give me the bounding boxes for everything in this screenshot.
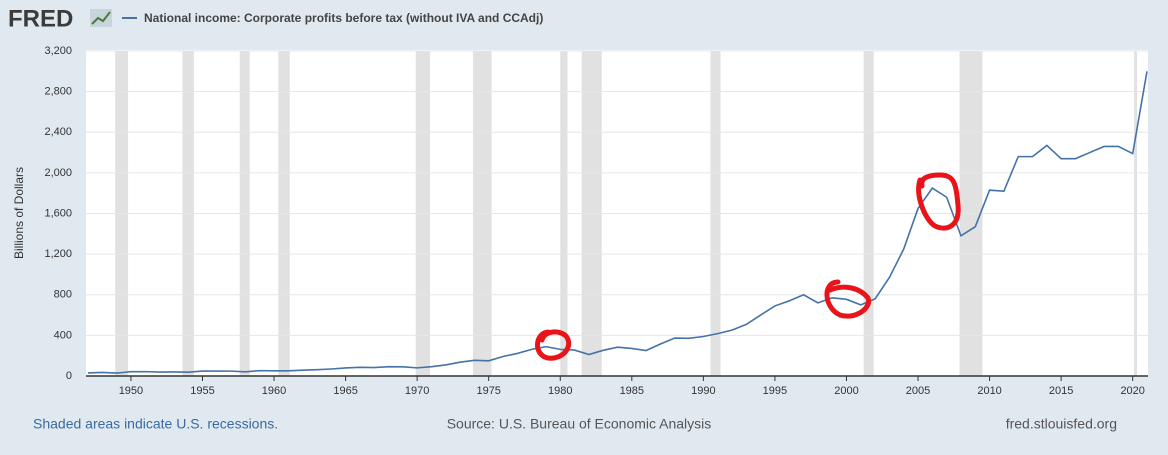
y-axis-label: Billions of Dollars: [12, 167, 26, 259]
series-line: [87, 71, 1148, 374]
x-tick-label: 2020: [1120, 385, 1144, 397]
y-tick-label: 1,600: [44, 207, 72, 219]
x-tick-label: 1995: [763, 385, 787, 397]
y-tick-label: 2,000: [44, 167, 72, 179]
source[interactable]: Source: U.S. Bureau of Economic Analysis: [447, 416, 712, 432]
y-tick-label: 800: [54, 289, 72, 301]
logo-icon: [90, 9, 112, 27]
x-tick-label: 1955: [190, 385, 214, 397]
x-tick-label: 1970: [405, 385, 429, 397]
x-tick-label: 2005: [906, 385, 930, 397]
logo[interactable]: FRED: [8, 5, 73, 32]
y-tick-label: 2,800: [44, 86, 72, 98]
annotation-circle: [824, 279, 872, 319]
legend-label[interactable]: National income: Corporate profits befor…: [144, 11, 543, 25]
x-tick-label: 1965: [333, 385, 357, 397]
x-tick-label: 2015: [1049, 385, 1073, 397]
x-tick-label: 1985: [620, 385, 644, 397]
site[interactable]: fred.stlouisfed.org: [1006, 416, 1117, 432]
recession-note[interactable]: Shaded areas indicate U.S. recessions.: [33, 416, 278, 432]
x-tick-label: 1980: [548, 385, 572, 397]
x-tick-label: 2000: [834, 385, 858, 397]
x-tick-label: 1990: [691, 385, 715, 397]
y-tick-label: 400: [54, 329, 72, 341]
annotation-circle: [535, 329, 572, 361]
x-tick-label: 1950: [119, 385, 143, 397]
y-tick-label: 2,400: [44, 126, 72, 138]
y-tick-label: 0: [66, 370, 72, 382]
y-tick-label: 3,200: [44, 45, 72, 57]
hand-annotations: [535, 172, 961, 361]
x-tick-label: 1975: [476, 385, 500, 397]
y-tick-label: 1,200: [44, 248, 72, 260]
x-tick-label: 2010: [977, 385, 1001, 397]
annotation-circle: [916, 172, 961, 231]
x-tick-label: 1960: [262, 385, 286, 397]
